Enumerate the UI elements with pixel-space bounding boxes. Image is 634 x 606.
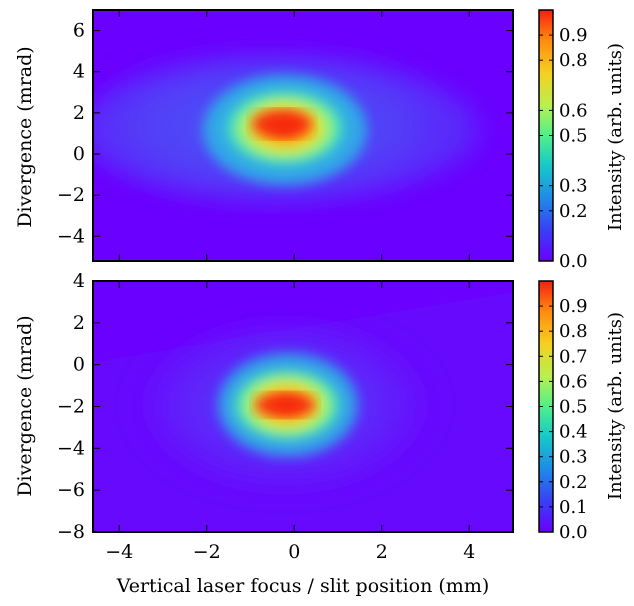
bottom-y-tick-label: −6: [57, 479, 85, 501]
bottom-x-tick-label: 4: [463, 541, 475, 563]
top-colorbar-tick-label: 0.8: [559, 50, 588, 71]
top-colorbar-tick-label: 0.9: [559, 25, 588, 46]
bottom-colorbar-tick-label: 0.3: [559, 447, 588, 468]
top-colorbar-tick-label: 0.2: [559, 201, 588, 222]
bottom-colorbar-tick-label: 0.1: [559, 497, 588, 518]
bottom-panel: −4 −2 0 2 4 4 2 0 −2 −4 −6 −8 Divergence (mrad) 0.9…: [14, 270, 626, 563]
top-y-axis-label: Divergence (mrad): [14, 46, 36, 227]
bottom-axis-ticks: −4 −2 0 2 4 4 2 0 −2 −4 −6 −8: [57, 270, 513, 563]
top-plot-frame: [92, 9, 514, 262]
bottom-colorbar-tick-label: 0.6: [559, 371, 588, 392]
top-colorbar-ticks: 0.9 0.8 0.6 0.5 0.3 0.2 0.0: [539, 25, 588, 272]
bottom-x-tick-label: 0: [288, 541, 300, 563]
top-colorbar-tick-label: 0.3: [559, 176, 588, 197]
top-y-tick-label: 4: [73, 61, 85, 83]
top-colorbar-tick-label: 0.5: [559, 126, 588, 147]
top-colorbar-tick-label: 0.0: [559, 251, 588, 272]
bottom-colorbar-tick-label: 0.5: [559, 397, 588, 418]
top-y-tick-label: 6: [73, 20, 85, 42]
bottom-colorbar-tick-label: 0.0: [559, 522, 588, 543]
bottom-colorbar-label: Intensity (arb. units): [605, 312, 626, 500]
bottom-y-axis-label: Divergence (mrad): [14, 315, 36, 496]
top-y-tick-label: −2: [57, 184, 85, 206]
bottom-colorbar-tick-label: 0.2: [559, 472, 588, 493]
bottom-y-tick-label: 4: [73, 270, 85, 292]
bottom-colorbar-tick-label: 0.7: [559, 346, 588, 367]
top-colorbar-label: Intensity (arb. units): [605, 43, 626, 231]
bottom-y-tick-label: −4: [57, 437, 85, 459]
top-axis-ticks: 6 4 2 0 −2 −4: [57, 10, 513, 261]
bottom-y-tick-label: 2: [73, 312, 85, 334]
bottom-heatmap: [93, 281, 513, 532]
top-y-tick-label: 2: [73, 102, 85, 124]
bottom-x-tick-label: 2: [376, 541, 388, 563]
bottom-x-tick-label: −4: [105, 541, 133, 563]
bottom-colorbar-ticks: 0.9 0.8 0.7 0.6 0.5 0.4 0.3 0.2 0.1 0.0: [539, 296, 588, 543]
top-y-tick-label: 0: [73, 143, 85, 165]
top-heatmap: [93, 10, 513, 261]
bottom-colorbar-tick-label: 0.4: [559, 422, 588, 443]
x-axis-label: Vertical laser focus / slit position (mm…: [116, 575, 490, 597]
top-y-tick-label: −4: [57, 225, 85, 247]
bottom-x-tick-label: −2: [193, 541, 221, 563]
bottom-colorbar-tick-label: 0.9: [559, 296, 588, 317]
bottom-y-tick-label: −2: [57, 396, 85, 418]
bottom-y-tick-label: −8: [57, 521, 85, 543]
top-colorbar-tick-label: 0.6: [559, 100, 588, 121]
bottom-colorbar-tick-label: 0.8: [559, 321, 588, 342]
bottom-y-tick-label: 0: [73, 354, 85, 376]
